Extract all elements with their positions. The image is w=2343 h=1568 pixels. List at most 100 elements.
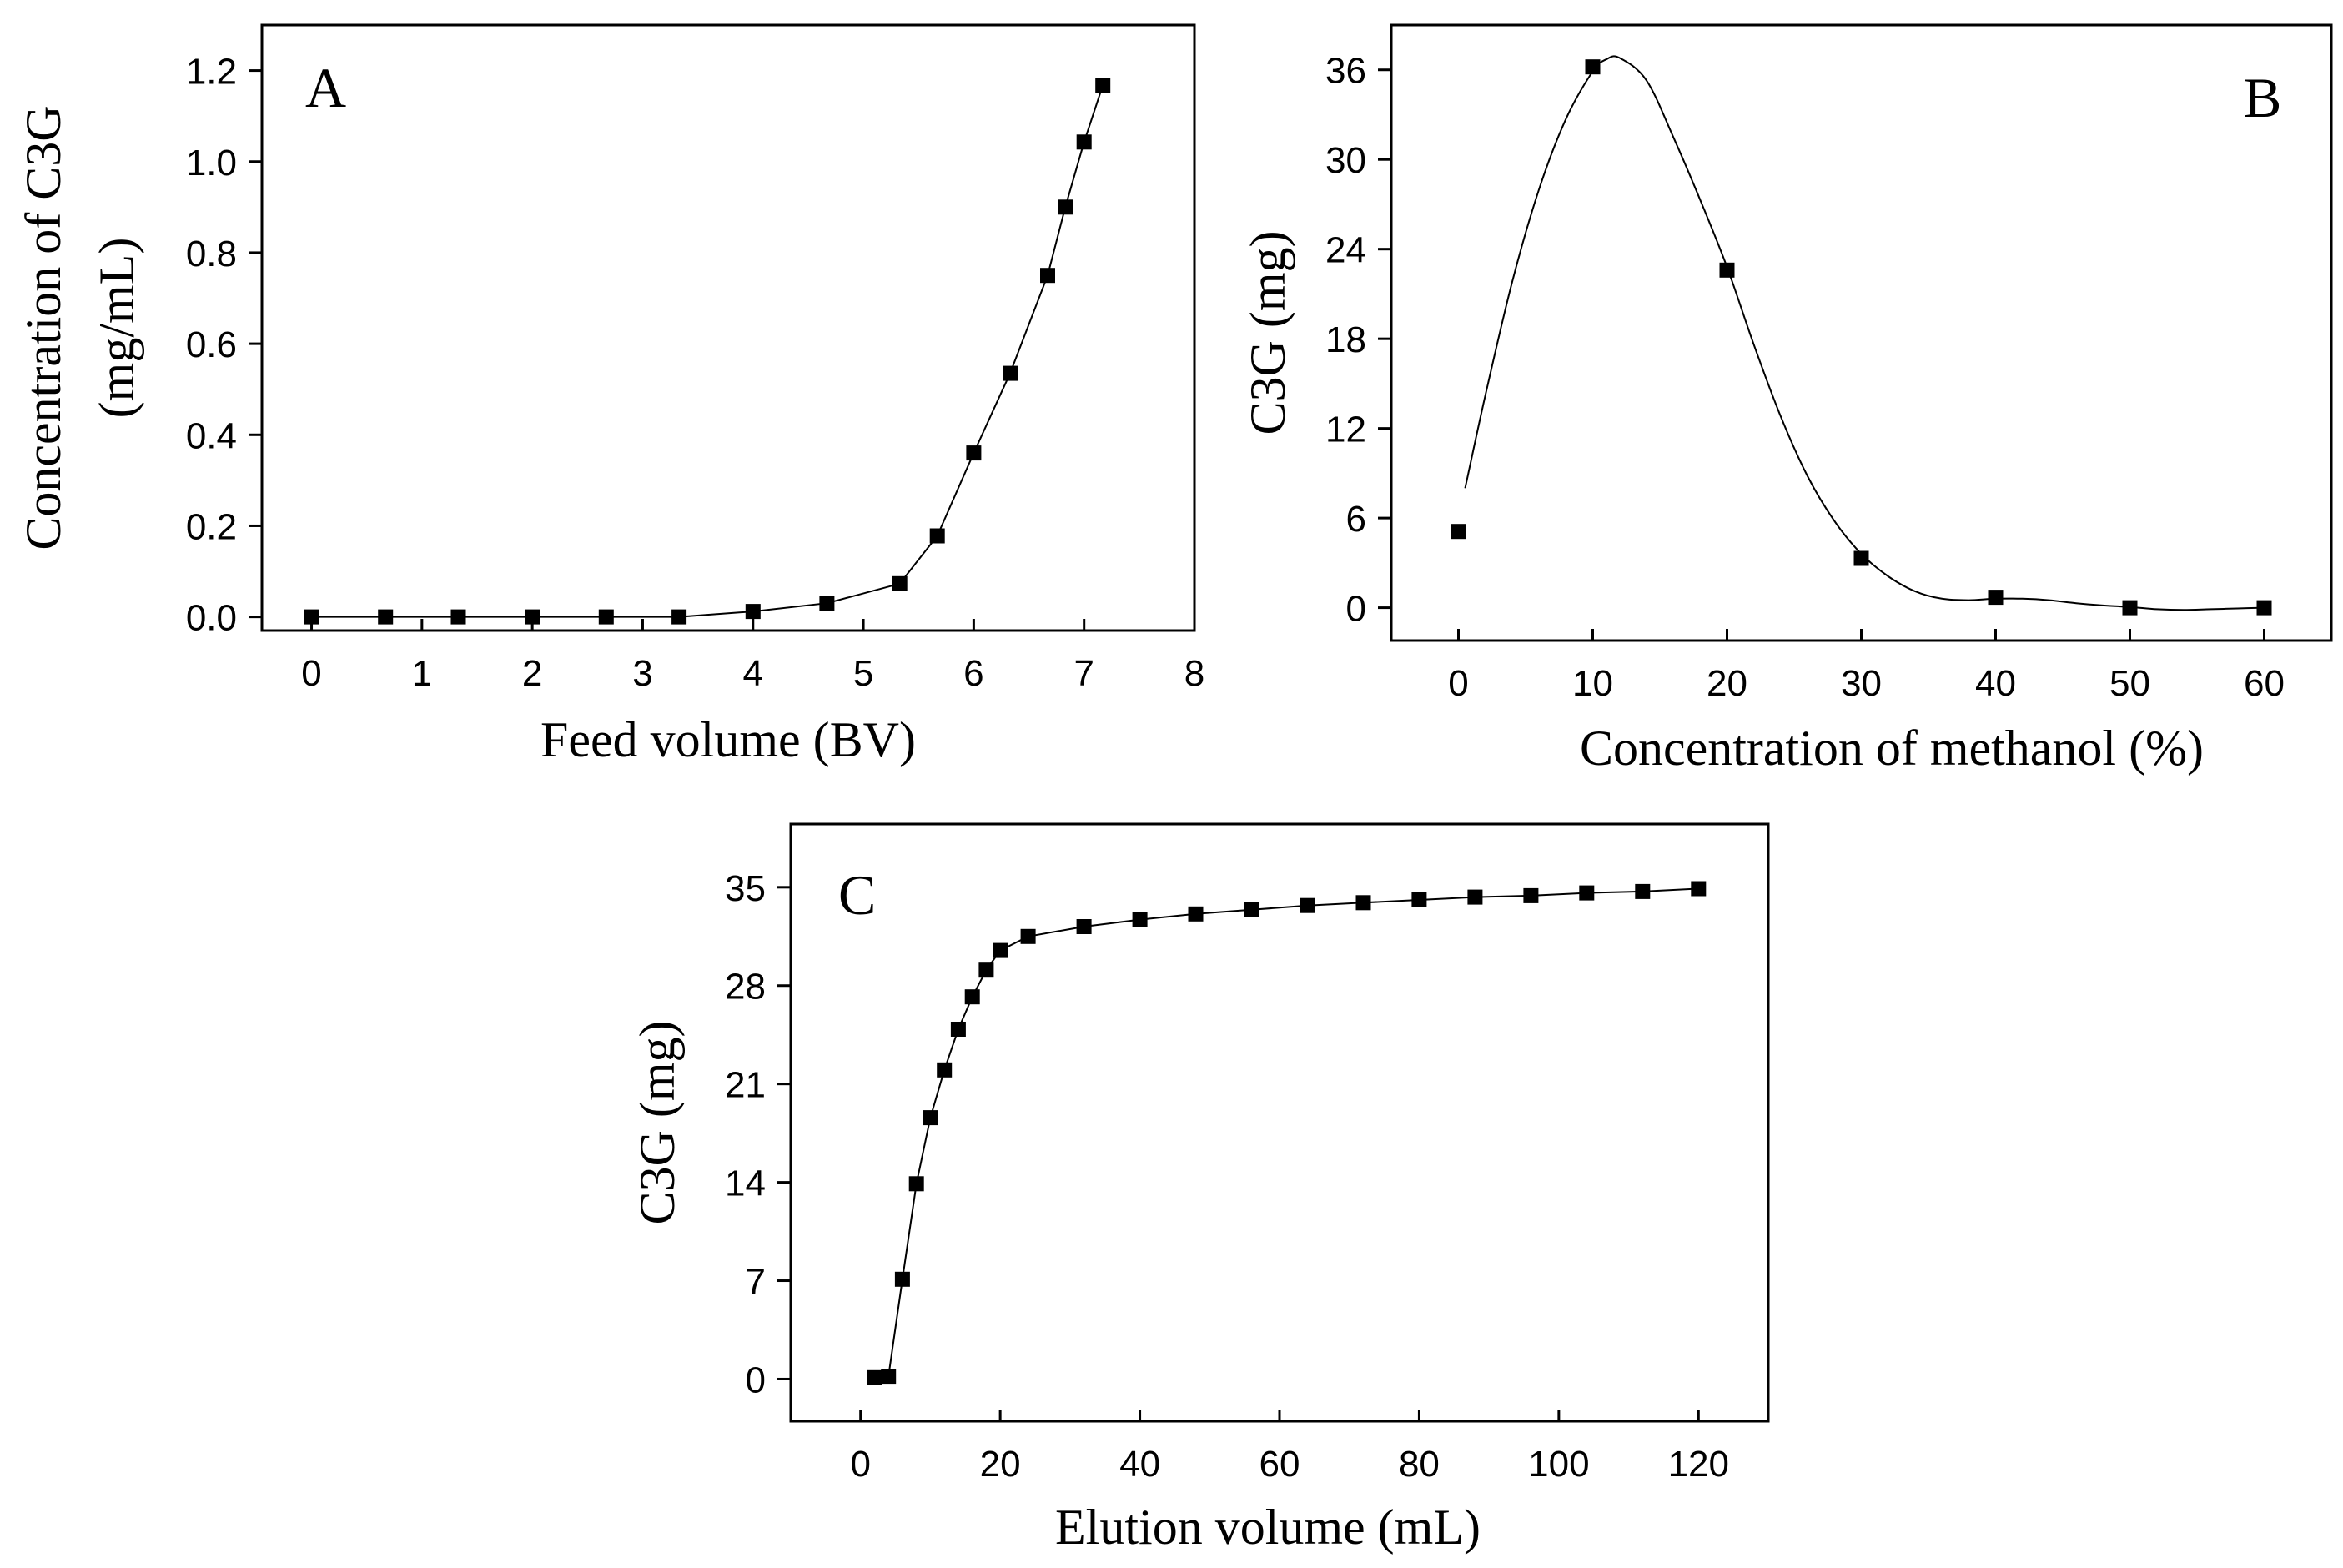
panel-c-y-tick-label: 7 — [746, 1262, 766, 1303]
panel-b-y-axis-label: C3G (mg) — [1240, 231, 1295, 435]
panel-c-data-point — [937, 1062, 953, 1078]
panel-c-data-point — [1355, 895, 1371, 911]
panel-b-curves — [1464, 55, 2265, 611]
panel-a-axes — [249, 69, 1196, 631]
panel-c-y-tick-label: 35 — [725, 868, 766, 909]
panel-c-data-point — [1411, 892, 1427, 907]
panel-a-y-tick-label: 0.6 — [186, 324, 237, 365]
panel-a-data-point — [1040, 268, 1055, 284]
panel-a-y-tick-label: 1.2 — [186, 52, 237, 93]
panel-b-x-tick-label: 30 — [1841, 663, 1882, 704]
panel-b-x-axis-label: Concentration of methanol (%) — [1580, 721, 2204, 776]
panel-a-x-tick-label: 7 — [1073, 653, 1094, 694]
panel-b-y-tick-label: 36 — [1325, 51, 1366, 92]
panel-a-data-point — [378, 609, 394, 625]
panel-b-y-tick-label: 6 — [1346, 499, 1366, 540]
panel-c-data-point — [1020, 928, 1036, 944]
panel-a-data-point — [1095, 78, 1111, 93]
panel-a-y-tick-labels: 0.0 0.2 0.4 0.6 0.8 1.0 1.2 — [186, 52, 237, 639]
panel-c-x-tick-label: 100 — [1528, 1444, 1589, 1485]
panel-c-data-point — [1635, 883, 1651, 899]
panel-c-data-point — [894, 1271, 910, 1287]
panel-c-data-point — [923, 1110, 938, 1126]
panel-a-x-tick-label: 2 — [522, 653, 542, 694]
panel-c-data-point — [1467, 889, 1483, 905]
panel-c-data-point — [1076, 919, 1092, 934]
panel-c-data-point — [1691, 881, 1707, 897]
panel-c-data-point — [1523, 887, 1539, 903]
panel-c-x-tick-label: 0 — [850, 1444, 870, 1485]
panel-b-data-point — [2122, 600, 2138, 616]
panel-b-data-point — [1585, 59, 1601, 75]
panel-c-x-tick-label: 80 — [1399, 1444, 1440, 1485]
panel-b-markers — [1451, 59, 2272, 616]
panel-c-markers — [867, 881, 1707, 1385]
panel-a-x-tick-label: 8 — [1184, 653, 1204, 694]
panel-a-x-tick-label: 4 — [743, 653, 763, 694]
panel-a-data-point — [1058, 199, 1073, 215]
panel-a-x-tick-labels: 0 1 2 3 4 5 6 7 8 — [301, 653, 1204, 694]
panel-a-data-point — [966, 445, 982, 461]
panel-c-label: C — [838, 863, 876, 927]
panel-b-data-point — [2256, 600, 2272, 616]
panel-b-y-tick-label: 24 — [1325, 230, 1366, 271]
panel-a-y-tick-label: 0.4 — [186, 415, 237, 456]
panel-c-data-point — [908, 1176, 924, 1192]
panel-c-data-point — [964, 989, 980, 1005]
panel-c-y-tick-labels: 0 7 14 21 28 35 — [725, 868, 766, 1401]
panel-a-data-point — [1003, 365, 1018, 381]
panel-c-data-point — [881, 1369, 897, 1385]
panel-b-y-tick-labels: 0 6 12 18 24 30 36 — [1325, 51, 1366, 630]
panel-a-data-point — [929, 528, 945, 544]
panel-a-x-tick-label: 6 — [963, 653, 983, 694]
panel-a-x-tick-label: 3 — [632, 653, 652, 694]
panel-a-y-tick-label: 0.0 — [186, 598, 237, 639]
panel-b-y-tick-label: 18 — [1325, 319, 1366, 360]
panel-c-x-tick-label: 120 — [1668, 1444, 1729, 1485]
panel-a-data-point — [525, 609, 540, 625]
panel-a-data-point — [819, 596, 835, 611]
panel-b-data-point — [1988, 590, 2004, 606]
panel-a-series-line — [311, 84, 1104, 618]
panel-b-x-tick-label: 10 — [1572, 663, 1613, 704]
panel-a-plot-frame — [260, 23, 1196, 632]
panel-b-fit-curve — [1464, 55, 2265, 611]
panel-b-data-point — [1719, 262, 1735, 278]
panel-a-x-tick-label: 5 — [853, 653, 873, 694]
panel-b-x-tick-label: 50 — [2109, 663, 2150, 704]
panel-a-data-point — [304, 609, 319, 625]
panel-c-x-axis-label: Elution volume (mL) — [1055, 1500, 1481, 1555]
panel-a-markers — [304, 78, 1111, 625]
panel-c-y-tick-label: 28 — [725, 967, 766, 1008]
panel-c-y-tick-label: 14 — [725, 1163, 766, 1204]
panel-a-data-point — [892, 575, 908, 591]
panel-b-x-tick-label: 0 — [1448, 663, 1468, 704]
panel-c-axes — [777, 886, 1700, 1421]
panel-c-data-point — [950, 1022, 966, 1037]
panel-c-data-point — [1244, 902, 1259, 917]
panel-b-x-tick-labels: 0 10 20 30 40 50 60 — [1448, 663, 2285, 704]
panel-c-data-point — [978, 962, 994, 978]
panel-a-x-tick-label: 0 — [301, 653, 321, 694]
panel-c-y-tick-label: 21 — [725, 1065, 766, 1106]
panel-a-y-tick-label: 1.0 — [186, 143, 237, 183]
panel-c-data-point — [1188, 906, 1204, 922]
panel-a-curves — [311, 84, 1104, 618]
panel-a-y-tick-label: 0.8 — [186, 234, 237, 274]
panel-b-axes — [1378, 68, 2265, 641]
panel-a-x-tick-label: 1 — [412, 653, 432, 694]
panel-b-data-point — [1451, 524, 1466, 540]
panel-c-data-point — [1132, 912, 1148, 927]
panel-b-data-point — [1853, 550, 1869, 566]
panel-b-label: B — [2244, 66, 2281, 129]
panel-a-data-point — [745, 604, 761, 620]
panel-a-y-tick-label: 0.2 — [186, 506, 237, 547]
panel-c-data-point — [1579, 885, 1595, 901]
panel-a-label: A — [305, 56, 346, 119]
panel-a-x-axis-label: Feed volume (BV) — [540, 712, 916, 767]
panel-b-y-tick-label: 30 — [1325, 140, 1366, 181]
panel-b-x-tick-label: 60 — [2244, 663, 2285, 704]
panel-c-data-point — [1300, 897, 1315, 913]
